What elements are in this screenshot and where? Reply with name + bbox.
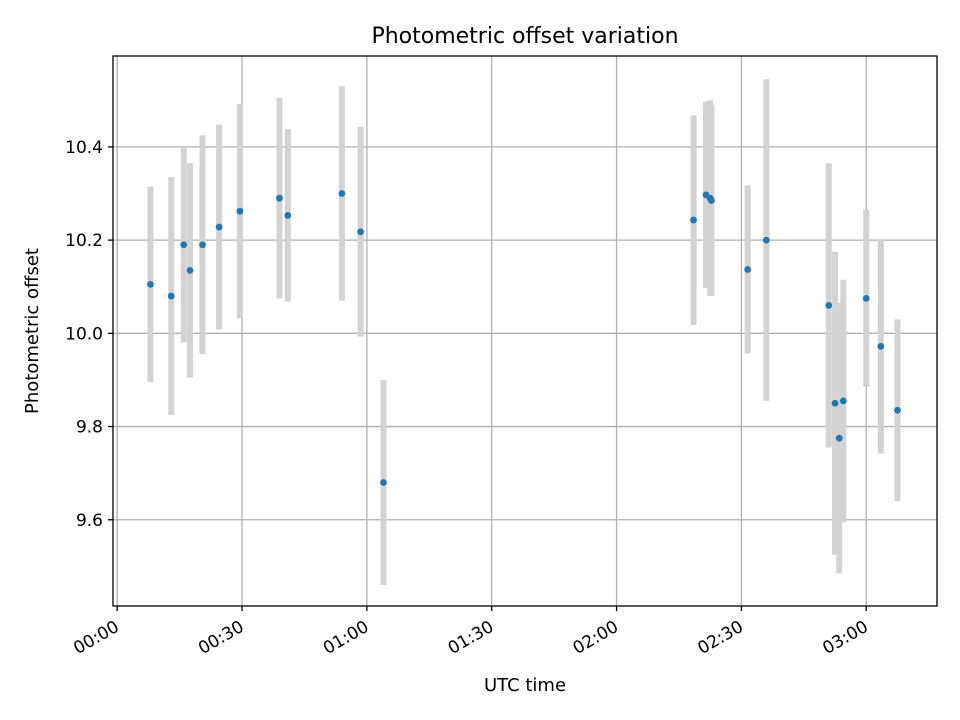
data-point [284,212,292,219]
data-points [147,190,901,486]
x-tick-label: 03:00 [819,617,871,659]
y-tick-label: 9.8 [76,418,103,438]
chart-title: Photometric offset variation [371,24,678,49]
data-point [380,479,387,486]
data-point [708,197,715,204]
data-point [831,399,839,407]
data-point [762,236,770,244]
data-point [338,190,346,197]
data-point [862,294,870,302]
x-tick-label: 02:30 [694,617,746,659]
y-axis-label: Photometric offset [22,248,43,414]
y-tick-label: 10.0 [65,324,103,344]
data-point [167,292,175,300]
plot-frame [112,55,938,607]
data-point [199,241,206,249]
y-tick-label: 10.2 [65,231,103,251]
data-point [744,266,752,273]
data-point [690,216,697,224]
x-tick-label: 00:00 [70,617,122,659]
data-point [357,228,365,236]
error-bars [147,79,901,586]
data-point [276,194,283,202]
x-tick-label: 01:00 [320,617,372,659]
x-tick-label: 00:30 [195,617,247,659]
y-tick-label: 9.6 [76,511,103,531]
data-point [186,267,194,274]
grid-lines [113,56,937,606]
x-tick-label: 02:00 [570,617,622,659]
data-point [236,207,244,215]
data-point [180,241,188,249]
data-point [894,406,901,414]
data-point [835,434,843,442]
data-point [877,342,885,350]
y-tick-label: 10.4 [65,138,103,158]
data-point [215,223,223,231]
data-point [825,301,833,309]
x-tick-label: 01:30 [445,617,497,659]
x-axis-label: UTC time [484,675,566,696]
data-point [147,280,154,288]
data-point [839,397,847,405]
